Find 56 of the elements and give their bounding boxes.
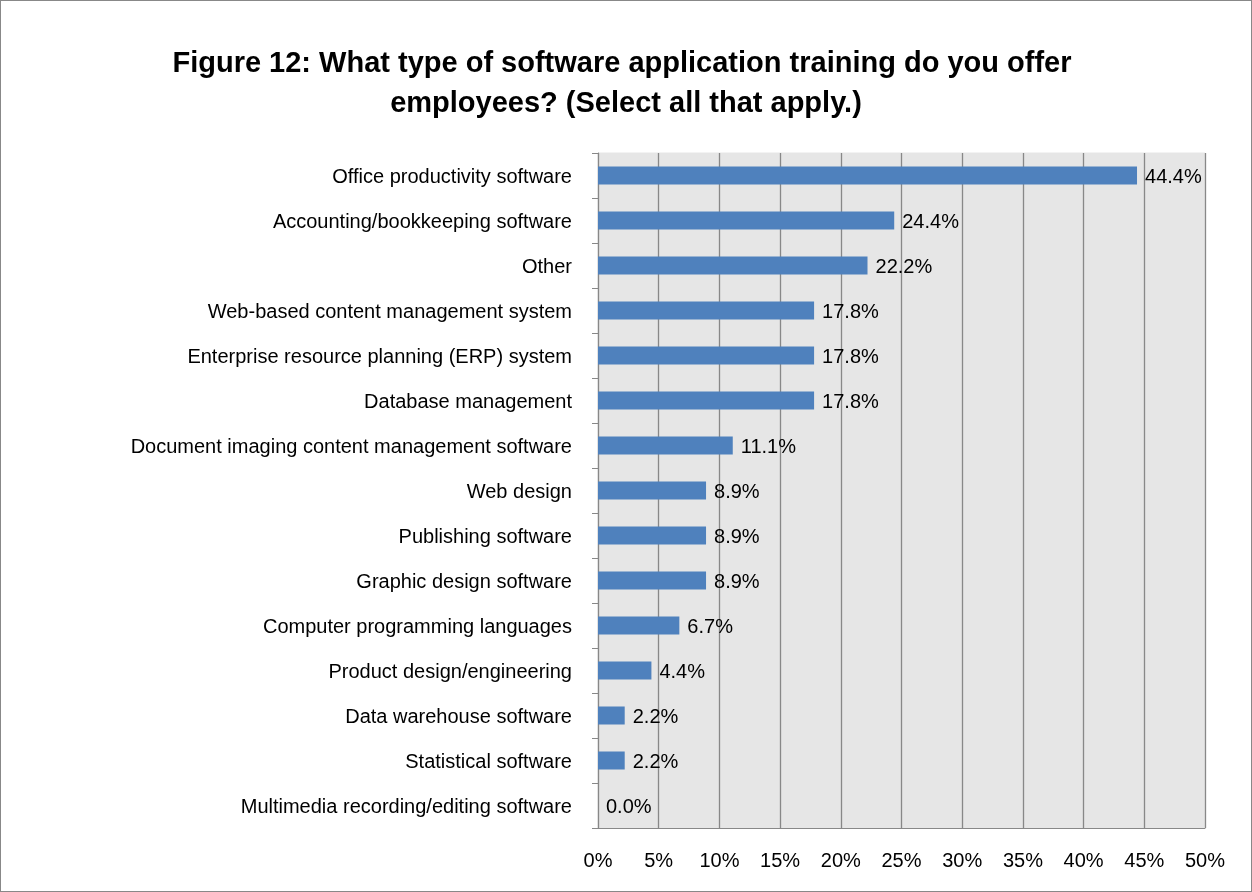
y-tick-label: Graphic design software [356,569,572,592]
bar [598,706,625,725]
y-tick-label: Statistical software [405,749,572,772]
bar [598,526,707,545]
data-label: 8.9% [714,569,760,592]
y-tick-label: Other [521,254,573,277]
x-tick-label: 45% [1124,849,1165,871]
bar [598,391,815,410]
data-label: 17.8% [822,344,880,367]
data-label: 8.9% [714,524,760,547]
y-tick-label: Web design [466,479,572,502]
bar [598,661,652,680]
data-label: 17.8% [822,389,880,412]
x-tick-label: 20% [820,849,862,871]
y-tick-label: Document imaging content management software [130,434,572,457]
x-tick-label: 35% [1002,849,1044,871]
data-label: 11.1% [740,434,797,457]
bar [598,751,625,770]
data-label: 2.2% [632,704,679,727]
x-tick-label: 0% [583,849,613,871]
x-tick-label: 50% [1184,849,1226,871]
bar [598,616,680,635]
bar [598,436,733,455]
x-tick-label: 15% [760,849,801,871]
bar [598,166,1138,185]
data-label: 6.7% [687,614,734,637]
bar [598,481,707,500]
bar [598,571,707,590]
bar [598,301,815,320]
y-tick-label: Computer programming languages [262,614,572,637]
data-label: 4.4% [659,659,706,682]
x-tick-label: 5% [644,849,674,871]
chart-title: Figure 12: What type of software application training do you offer employees? (Select all that apply.) [172,46,1080,118]
bar [598,211,895,230]
bar [598,256,868,275]
x-tick-label: 40% [1063,849,1104,871]
data-label: 0.0% [606,794,652,817]
x-tick-label: 25% [881,849,922,871]
y-tick-label: Multimedia recording/editing software [240,794,572,817]
y-tick-label: Accounting/bookkeeping software [272,209,572,232]
y-tick-label: Data warehouse software [345,704,572,727]
y-tick-label: Office productivity software [332,164,572,187]
y-tick-label: Publishing software [398,524,572,547]
x-tick-label: 10% [699,849,740,871]
data-label: 2.2% [632,749,679,772]
data-label: 22.2% [875,254,933,277]
x-tick-label: 30% [942,849,983,871]
data-label: 17.8% [822,299,880,322]
y-tick-label: Enterprise resource planning (ERP) system [187,344,572,367]
data-label: 24.4% [902,209,960,232]
data-label: 44.4% [1145,164,1202,187]
y-tick-label: Database management [364,389,573,412]
y-tick-label: Product design/engineering [328,659,572,682]
bar [598,346,815,365]
y-tick-label: Web-based content management system [207,299,572,322]
data-label: 8.9% [714,479,760,502]
